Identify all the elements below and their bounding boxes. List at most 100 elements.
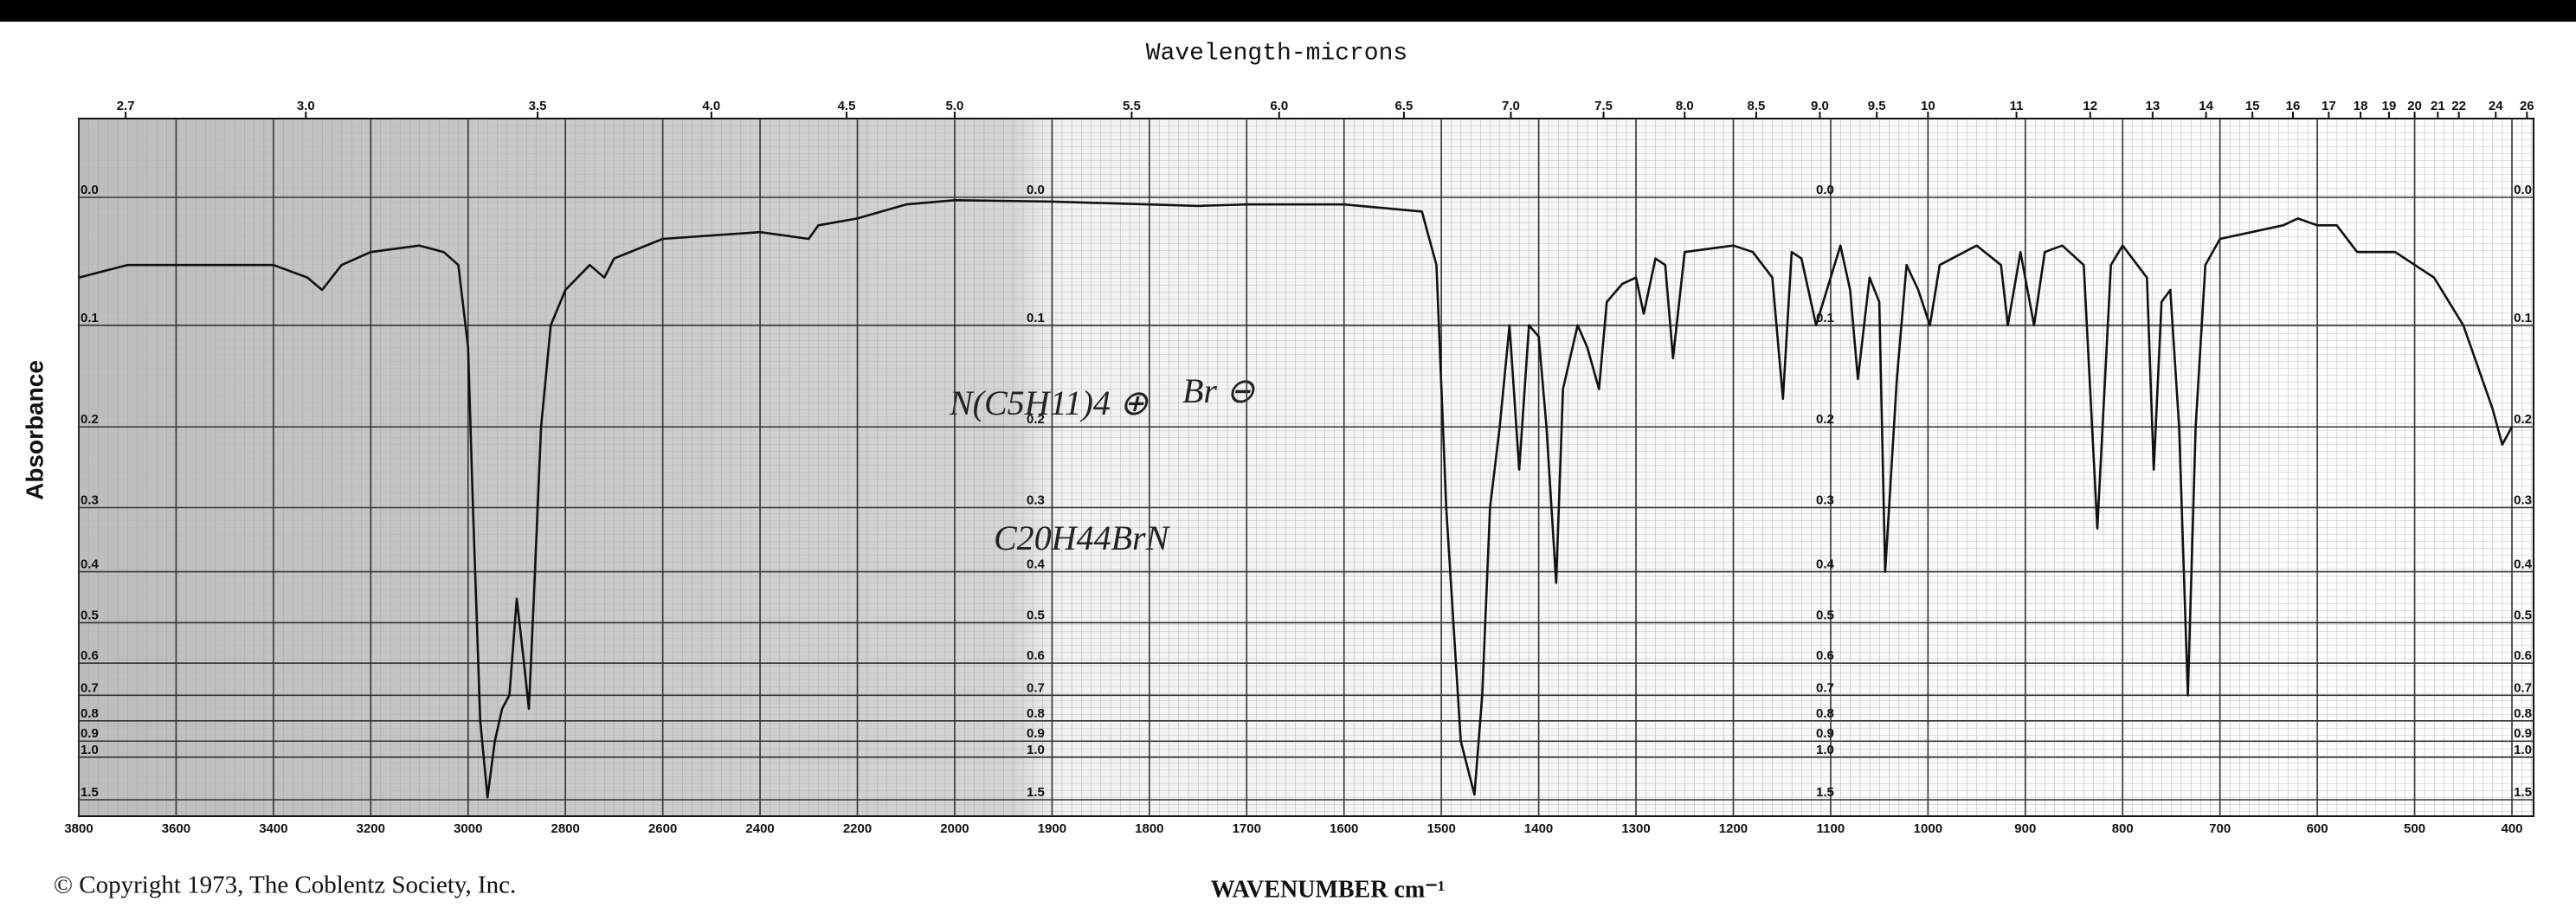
- y-tick-label: 0.8: [80, 706, 99, 721]
- y-tick-label: 0.4: [1816, 557, 1835, 572]
- top-tick-label: 3.5: [529, 99, 547, 113]
- top-tick-label: 17: [2322, 99, 2336, 113]
- top-tick-label: 7.5: [1594, 99, 1613, 113]
- top-tick-label: 4.0: [702, 99, 720, 113]
- top-tick-label: 18: [2354, 99, 2368, 113]
- x-tick-label: 3800: [64, 821, 93, 836]
- x-tick-label: 1200: [1719, 821, 1748, 836]
- y-tick-label: 0.0: [1027, 183, 1045, 197]
- y-tick-label: 0.6: [80, 648, 99, 663]
- y-tick-label: 0.8: [1816, 706, 1834, 721]
- top-tick-label: 9.0: [1811, 99, 1829, 113]
- x-tick-label: 500: [2404, 821, 2425, 836]
- y-tick-label: 1.5: [80, 785, 99, 800]
- x-tick-label: 600: [2307, 821, 2328, 836]
- y-tick-label: 0.9: [2514, 726, 2532, 741]
- copyright: © Copyright 1973, The Coblentz Society, …: [54, 872, 516, 899]
- y-tick-label: 0.2: [2514, 412, 2532, 427]
- y-tick-label: 0.7: [80, 680, 99, 695]
- y-tick-label: 0.1: [1027, 311, 1045, 325]
- top-tick-label: 2.7: [117, 99, 135, 113]
- y-tick-label: 1.0: [2514, 743, 2532, 757]
- x-tick-label: 1100: [1817, 821, 1845, 836]
- top-axis-title: Wavelength-microns: [1146, 40, 1407, 67]
- top-tick-label: 4.5: [838, 99, 856, 113]
- x-tick-label: 900: [2014, 821, 2036, 836]
- y-tick-label: 0.3: [80, 492, 99, 507]
- y-tick-label: 0.8: [1027, 706, 1045, 721]
- minor-grid: [79, 119, 2534, 816]
- top-tick-label: 20: [2407, 99, 2422, 113]
- y-tick-label: 0.4: [80, 557, 100, 572]
- y-tick-label: 0.7: [2514, 680, 2532, 695]
- x-tick-label: 1700: [1233, 821, 1261, 836]
- y-tick-label: 0.9: [1027, 726, 1045, 741]
- y-tick-label: 0.0: [80, 183, 99, 197]
- top-tick-label: 6.5: [1394, 99, 1413, 113]
- x-tick-label: 1300: [1621, 821, 1650, 836]
- x-tick-label: 1400: [1524, 821, 1553, 836]
- top-tick-label: 13: [2145, 99, 2160, 113]
- y-tick-label: 0.4: [1027, 557, 1046, 572]
- y-tick-label: 0.6: [2514, 648, 2532, 663]
- top-tick-label: 16: [2286, 99, 2301, 113]
- y-tick-label: 0.8: [2514, 706, 2532, 721]
- y-tick-label: 0.6: [1027, 648, 1045, 663]
- y-tick-label: 0.9: [80, 726, 99, 741]
- y-tick-label: 0.9: [1816, 726, 1834, 741]
- y-tick-label: 0.4: [2514, 557, 2533, 572]
- x-tick-label: 2800: [551, 821, 580, 836]
- top-tick-label: 21: [2431, 99, 2445, 113]
- top-tick-label: 24: [2489, 99, 2503, 113]
- annotation: C20H44BrN: [994, 518, 1171, 557]
- top-tick-label: 9.5: [1868, 99, 1886, 113]
- y-tick-label: 0.0: [1816, 183, 1834, 197]
- top-tick-label: 8.0: [1676, 99, 1694, 113]
- x-tick-label: 2400: [745, 821, 774, 836]
- spectrum-line: [78, 199, 2514, 799]
- y-tick-label: 0.2: [80, 412, 99, 427]
- x-axis-title: WAVENUMBER cm⁻¹: [1211, 876, 1446, 903]
- y-tick-label: 1.0: [1027, 743, 1045, 757]
- top-tick-label: 7.0: [1502, 99, 1520, 113]
- top-tick-label: 14: [2199, 99, 2213, 113]
- y-tick-label: 0.7: [1816, 680, 1834, 695]
- y-tick-label: 0.1: [80, 311, 99, 325]
- annotation: Br ⊖: [1182, 371, 1255, 410]
- y-tick-label: 0.5: [80, 608, 99, 622]
- y-tick-label: 0.5: [1027, 608, 1045, 622]
- top-tick-label: 6.0: [1270, 99, 1288, 113]
- x-tick-label: 2200: [843, 821, 872, 836]
- y-tick-label: 1.5: [2514, 785, 2532, 800]
- y-tick-label: 0.3: [2514, 492, 2532, 507]
- x-tick-label: 700: [2209, 821, 2231, 836]
- top-tick-label: 22: [2451, 99, 2466, 113]
- top-tick-label: 5.5: [1123, 99, 1141, 113]
- y-tick-label: 1.5: [1816, 785, 1834, 800]
- y-axis-title: Absorbance: [21, 360, 48, 500]
- x-tick-label: 3400: [259, 821, 287, 836]
- top-tick-label: 15: [2245, 99, 2260, 113]
- scan-border: [0, 0, 2576, 22]
- annotation: N(C5H11)4 ⊕: [949, 383, 1149, 422]
- top-tick-label: 8.5: [1748, 99, 1766, 113]
- y-tick-label: 0.5: [2514, 608, 2532, 622]
- y-tick-label: 0.2: [1027, 412, 1045, 427]
- x-tick-label: 2600: [648, 821, 677, 836]
- x-tick-label: 3600: [162, 821, 190, 836]
- x-tick-label: 1800: [1135, 821, 1163, 836]
- y-tick-label: 0.6: [1816, 648, 1834, 663]
- x-tick-label: 3000: [454, 821, 482, 836]
- x-tick-label: 1000: [1914, 821, 1942, 836]
- y-tick-label: 0.0: [2514, 183, 2532, 197]
- top-tick-label: 10: [1921, 99, 1935, 113]
- x-tick-label: 400: [2501, 821, 2522, 836]
- top-tick-label: 26: [2520, 99, 2534, 113]
- x-tick-label: 1600: [1330, 821, 1358, 836]
- top-tick-label: 11: [2010, 99, 2024, 113]
- y-tick-label: 0.3: [1816, 492, 1834, 507]
- x-tick-label: 1900: [1038, 821, 1066, 836]
- y-tick-label: 0.1: [2514, 311, 2532, 325]
- x-tick-label: 3200: [357, 821, 385, 836]
